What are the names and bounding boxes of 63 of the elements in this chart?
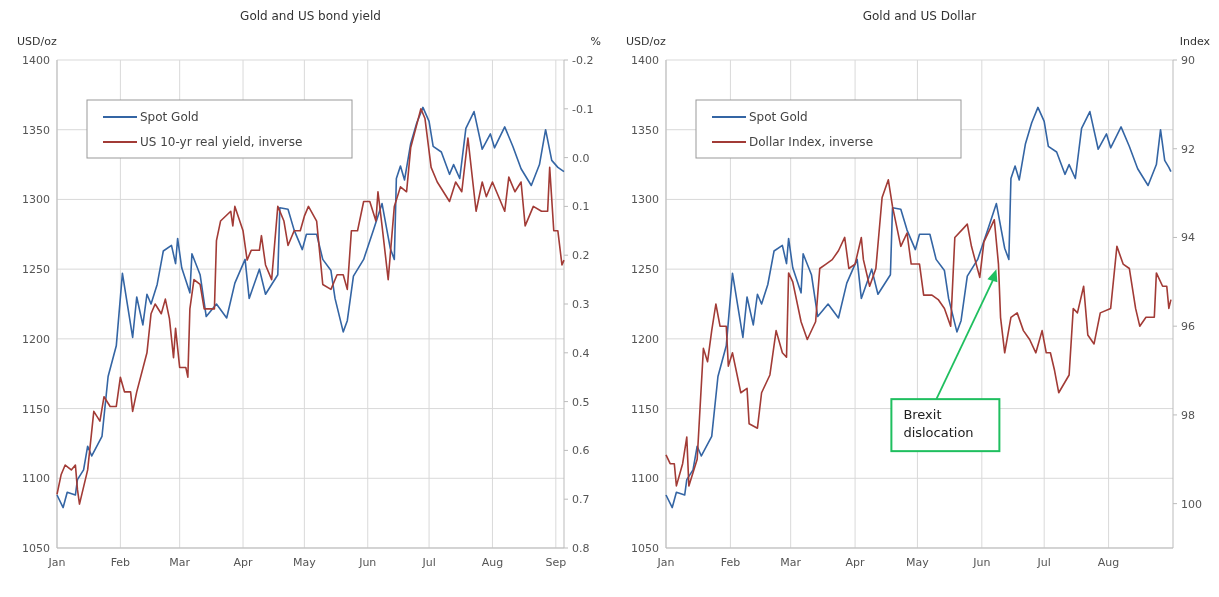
x-tick-label: Feb	[110, 556, 131, 569]
annotation: Brexit dislocation	[903, 407, 974, 441]
y2-tick-label: 92	[1181, 142, 1195, 156]
y2-tick-label: 96	[1181, 320, 1195, 334]
y2-tick-label: 94	[1181, 231, 1195, 245]
y-tick-label: 1150	[22, 402, 50, 416]
x-tick-label: Jun	[972, 556, 991, 569]
x-tick-label: May	[292, 556, 317, 569]
y2-tick-label: 0.1	[572, 200, 590, 214]
x-tick-label: Apr	[845, 556, 866, 569]
y2-tick-label: 0.2	[572, 249, 590, 263]
y-tick-label: 1100	[631, 472, 659, 486]
y2-tick-label: 0.0	[572, 151, 590, 165]
x-tick-label: Jan	[47, 556, 66, 569]
y2-tick-label: 0.4	[572, 346, 590, 360]
x-tick-label: Mar	[780, 556, 802, 569]
x-tick-label: Apr	[233, 556, 254, 569]
x-tick-label: Aug	[481, 556, 504, 569]
legend-label: US 10-yr real yield, inverse	[140, 135, 303, 149]
y-axis-title: USD/oz	[17, 35, 57, 48]
x-tick-label: Jan	[656, 556, 675, 569]
x-tick-label: Jul	[421, 556, 436, 569]
y2-axis-title: Index	[1179, 35, 1211, 48]
line-series	[665, 106, 1172, 509]
x-tick-label: Sep	[545, 556, 567, 569]
x-tick-label: Jun	[358, 556, 377, 569]
y2-axis-title: %	[590, 35, 601, 48]
chart-title: Gold and US Dollar	[862, 9, 977, 23]
chart-title: Gold and US bond yield	[240, 9, 381, 23]
y-tick-label: 1400	[22, 54, 50, 67]
line-series	[665, 178, 1172, 487]
y-tick-label: 1100	[22, 472, 50, 486]
x-tick-label: Jul	[1036, 556, 1051, 569]
x-tick-label: Mar	[169, 556, 191, 569]
legend-label: Spot Gold	[749, 110, 808, 124]
y-tick-label: 1300	[631, 193, 659, 207]
x-tick-label: Feb	[720, 556, 741, 569]
y-tick-label: 1300	[22, 193, 50, 207]
y2-tick-label: 0.6	[572, 444, 590, 458]
y2-tick-label: 100	[1181, 497, 1202, 511]
y2-tick-label: 98	[1181, 408, 1195, 422]
y2-tick-label: 0.3	[572, 298, 590, 311]
y-tick-label: 1350	[22, 123, 50, 137]
y-axis-title: USD/oz	[626, 35, 666, 48]
y-tick-label: 1150	[631, 402, 659, 416]
y2-tick-label: 0.5	[572, 395, 590, 409]
y-tick-label: 1200	[22, 332, 50, 346]
y2-tick-label: 0.8	[572, 542, 590, 555]
y2-tick-label: -0.2	[572, 54, 594, 67]
y2-tick-label: 90	[1181, 54, 1195, 67]
legend-label: Dollar Index, inverse	[749, 135, 874, 149]
y-tick-label: 1050	[631, 542, 659, 555]
x-tick-label: Aug	[1097, 556, 1120, 569]
y-tick-label: 1350	[631, 123, 659, 137]
y-tick-label: 1250	[631, 263, 659, 277]
y-tick-label: 1250	[22, 263, 50, 277]
x-tick-label: May	[906, 556, 930, 569]
y-tick-label: 1200	[631, 332, 659, 346]
y-tick-label: 1400	[631, 54, 659, 67]
y-tick-label: 1050	[22, 542, 50, 555]
y2-tick-label: -0.1	[572, 102, 594, 116]
y2-tick-label: 0.7	[572, 493, 590, 507]
legend-label: Spot Gold	[140, 110, 199, 124]
